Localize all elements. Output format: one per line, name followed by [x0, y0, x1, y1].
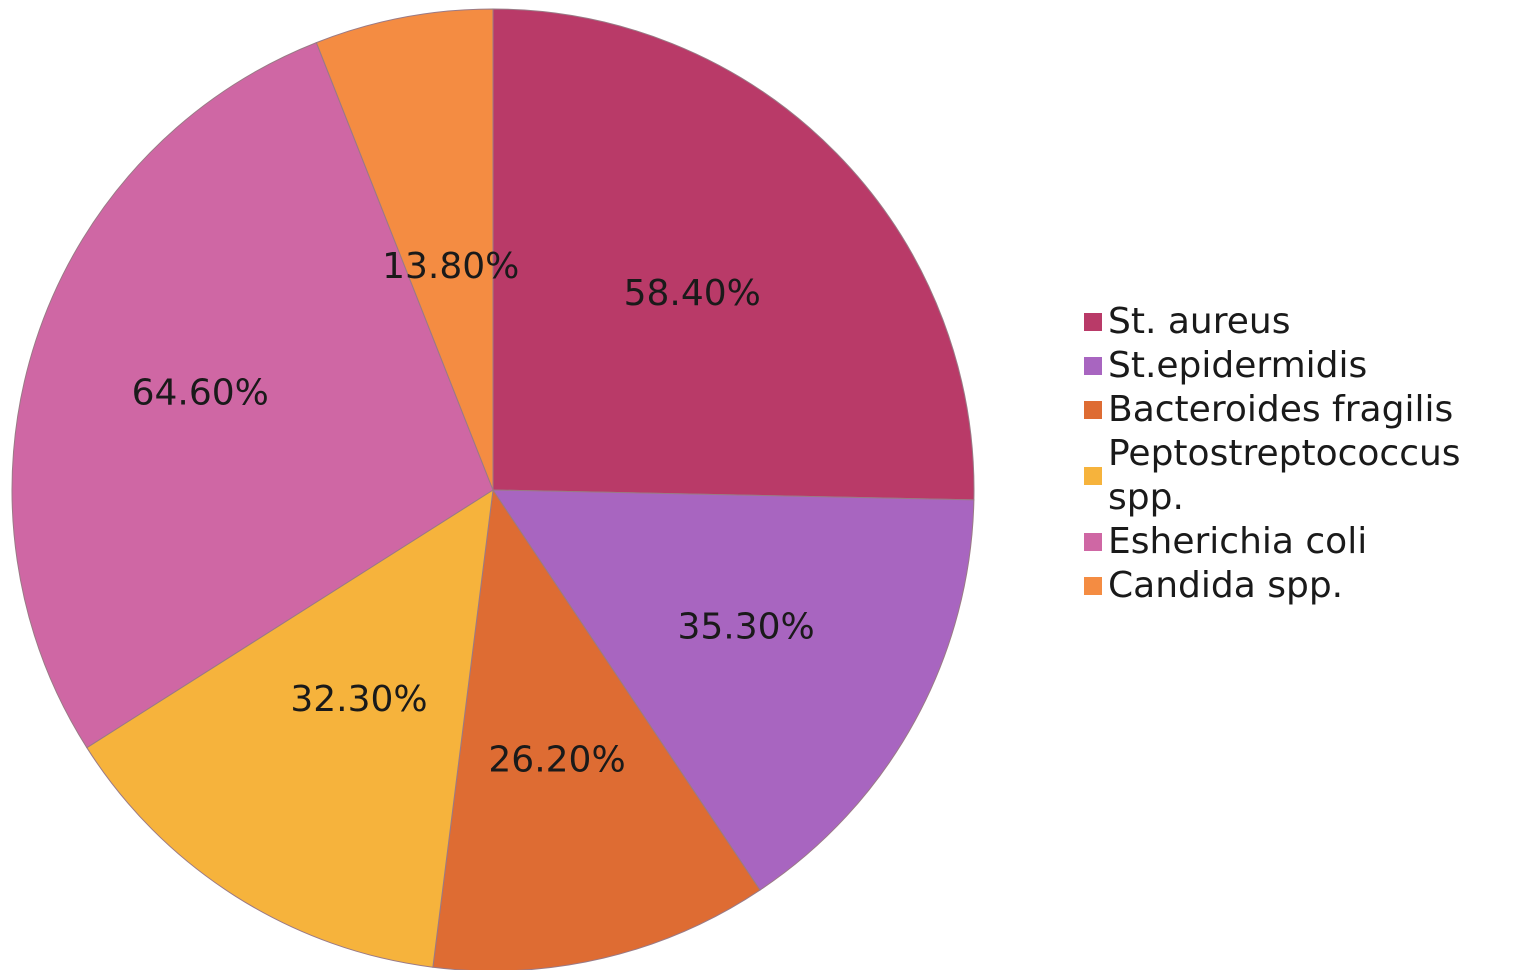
- legend-item-3: Bacteroides fragilis: [1084, 388, 1534, 432]
- data-label-5: 64.60%: [132, 373, 269, 414]
- legend-label-5: Esherichia coli: [1108, 521, 1368, 562]
- legend-item-2: St.epidermidis: [1084, 344, 1534, 388]
- pie-slice-2: [492, 489, 975, 891]
- legend-label-4: Peptostreptococcus spp.: [1108, 433, 1461, 518]
- data-label-1: 58.40%: [624, 273, 761, 314]
- legend-label-3: Bacteroides fragilis: [1108, 389, 1454, 430]
- pie-slice-5: [11, 41, 494, 749]
- legend-swatch-4: [1084, 467, 1102, 485]
- legend-item-5: Esherichia coli: [1084, 520, 1534, 564]
- data-label-4: 32.30%: [290, 679, 427, 720]
- legend-label-2: St.epidermidis: [1108, 345, 1368, 386]
- data-label-2: 35.30%: [677, 607, 814, 648]
- legend-swatch-6: [1084, 577, 1102, 595]
- pie-slice-6: [315, 8, 494, 491]
- legend-swatch-5: [1084, 533, 1102, 551]
- legend-swatch-3: [1084, 401, 1102, 419]
- legend-label-1: St. aureus: [1108, 301, 1291, 342]
- pie-slice-1: [492, 8, 975, 501]
- legend-swatch-2: [1084, 357, 1102, 375]
- legend-item-6: Candida spp.: [1084, 564, 1534, 608]
- chart-legend: St. aureus St.epidermidis Bacteroides frag…: [1084, 300, 1534, 608]
- legend-item-4: Peptostreptococcus spp.: [1084, 432, 1534, 520]
- data-label-6: 13.80%: [382, 246, 519, 287]
- legend-item-1: St. aureus: [1084, 300, 1534, 344]
- pie-slice-4: [86, 489, 494, 968]
- pie-slice-3: [432, 488, 761, 970]
- data-label-3: 26.20%: [488, 740, 625, 781]
- legend-label-6: Candida spp.: [1108, 565, 1344, 606]
- legend-swatch-1: [1084, 313, 1102, 331]
